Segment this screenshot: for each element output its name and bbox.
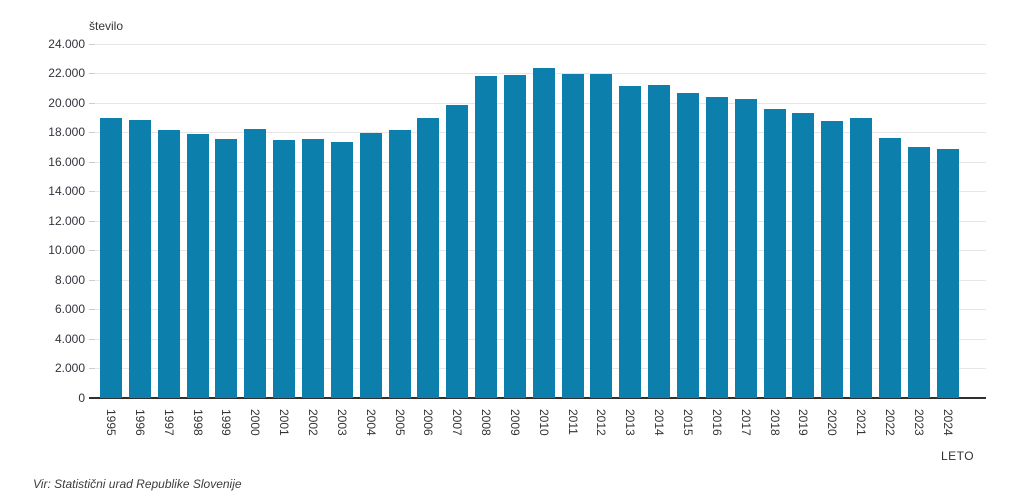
x-tick-label: 2019 [796, 409, 811, 436]
x-tick-label: 2020 [825, 409, 840, 436]
x-tick-label: 2002 [305, 409, 320, 436]
y-tick-mark [89, 102, 95, 104]
y-tick-mark [89, 161, 95, 163]
x-tick-label: 2023 [911, 409, 926, 436]
bar-2015[interactable] [677, 93, 699, 398]
bar-2022[interactable] [878, 137, 901, 398]
x-tick-label: 2004 [363, 409, 378, 436]
x-tick-label: 2001 [277, 409, 292, 436]
bar-2005[interactable] [388, 129, 411, 398]
y-tick-mark [89, 397, 95, 399]
y-tick-mark [89, 220, 95, 222]
x-tick-label: 2008 [479, 409, 494, 436]
x-tick-label: 2015 [681, 409, 695, 436]
x-axis-title: LETO [941, 449, 975, 463]
x-tick-label: 2006 [421, 409, 436, 436]
y-tick-mark [89, 338, 95, 340]
x-tick-label: 2022 [882, 409, 897, 436]
x-tick-label: 1997 [161, 409, 176, 436]
x-tick-label: 2000 [248, 409, 263, 436]
x-tick-label: 2005 [392, 409, 407, 436]
bar-2019[interactable] [792, 112, 815, 398]
y-tick-label: 0 [78, 391, 85, 405]
y-tick-mark [89, 132, 95, 134]
x-tick-label: 1998 [190, 409, 205, 436]
bar-2016[interactable] [705, 97, 728, 398]
bar-2004[interactable] [359, 132, 382, 398]
x-tick-label: 2003 [334, 409, 349, 436]
y-tick-label: 6.000 [54, 302, 85, 317]
bar-1997[interactable] [157, 129, 180, 398]
y-tick-mark [89, 309, 95, 311]
y-tick-label: 2.000 [54, 361, 85, 376]
x-tick-label: 2012 [594, 409, 609, 436]
x-tick-label: 2013 [623, 409, 638, 436]
x-tick-label: 2017 [738, 409, 753, 436]
bar-1998[interactable] [186, 134, 209, 398]
bar-2010[interactable] [532, 67, 555, 398]
y-tick-mark [89, 250, 95, 252]
x-tick-label: 2010 [536, 409, 551, 436]
x-tick-label: 2014 [652, 409, 667, 436]
y-tick-label: 14.000 [48, 184, 85, 199]
y-tick-label: 10.000 [48, 243, 85, 258]
x-tick-label: 2024 [940, 409, 955, 436]
bar-2023[interactable] [907, 146, 930, 398]
y-tick-mark [89, 368, 95, 370]
y-tick-label: 20.000 [48, 95, 85, 110]
bar-1996[interactable] [128, 120, 151, 398]
bar-2001[interactable] [273, 139, 296, 398]
y-axis-title: število [89, 19, 124, 33]
bar-2014[interactable] [648, 85, 671, 398]
gridline [95, 43, 986, 45]
y-tick-label: 24.000 [48, 36, 85, 51]
y-tick-mark [89, 43, 95, 45]
bar-2018[interactable] [763, 108, 786, 398]
bar-1999[interactable] [215, 139, 238, 398]
y-tick-mark [89, 73, 95, 75]
x-tick-label: 2018 [767, 409, 782, 436]
x-tick-label: 1996 [132, 409, 147, 436]
x-axis-line [95, 397, 986, 399]
x-tick-label: 2021 [854, 409, 869, 436]
bar-2020[interactable] [821, 120, 844, 398]
x-tick-label: 1995 [104, 409, 118, 436]
bar-2002[interactable] [301, 139, 324, 398]
source-note: Vir: Statistični urad Republike Slovenij… [33, 477, 242, 491]
bar-2013[interactable] [619, 86, 642, 398]
bar-2003[interactable] [330, 142, 353, 398]
bar-2008[interactable] [475, 75, 498, 398]
bar-2012[interactable] [590, 73, 613, 398]
y-tick-label: 4.000 [54, 331, 85, 346]
y-tick-label: 12.000 [48, 213, 85, 228]
bar-2006[interactable] [417, 118, 440, 398]
x-tick-label: 2007 [450, 409, 465, 436]
x-tick-label: 2011 [565, 409, 580, 435]
bar-2007[interactable] [446, 105, 469, 398]
bar-2017[interactable] [734, 99, 757, 398]
bar-2009[interactable] [503, 75, 526, 398]
y-tick-label: 22.000 [48, 66, 85, 81]
x-tick-label: 2009 [507, 409, 522, 436]
bar-2024[interactable] [936, 149, 959, 398]
bar-1995[interactable] [100, 117, 122, 398]
x-tick-label: 2016 [709, 409, 724, 436]
y-tick-label: 8.000 [54, 272, 85, 287]
y-tick-label: 16.000 [48, 154, 85, 169]
y-tick-mark [89, 191, 95, 193]
bar-2000[interactable] [244, 129, 267, 398]
y-tick-label: 18.000 [48, 125, 85, 140]
bar-2011[interactable] [561, 73, 584, 398]
x-tick-label: 1999 [219, 409, 234, 436]
bar-2021[interactable] [850, 117, 873, 398]
y-tick-mark [89, 279, 95, 281]
